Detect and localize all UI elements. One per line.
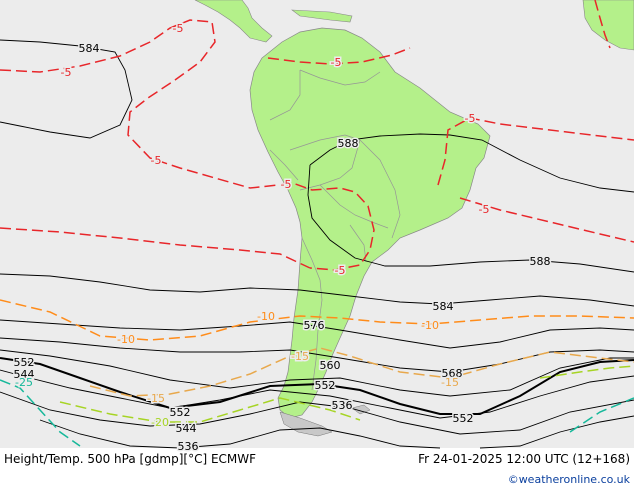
- height-label: 588: [530, 255, 551, 268]
- temp-label: -5: [151, 154, 162, 167]
- contour-labels: 5845885885845765685605525525525525445445…: [12, 21, 552, 455]
- height-label: 584: [433, 300, 454, 313]
- valid-time: Fr 24-01-2025 12:00 UTC (12+168): [418, 452, 630, 466]
- temp-label: -10: [257, 310, 275, 323]
- temp-label: -10: [117, 333, 135, 346]
- land-masses: [194, 0, 634, 437]
- temp-label: -25: [15, 376, 33, 389]
- footer: Height/Temp. 500 hPa [gdmp][°C] ECMWF Fr…: [0, 448, 634, 470]
- height-label: 552: [315, 379, 336, 392]
- central-america: [194, 0, 273, 43]
- height-label: 552: [14, 356, 35, 369]
- temp-label: -5: [331, 56, 342, 69]
- tierra-del-fuego: [279, 411, 333, 437]
- height-label: 552: [453, 412, 474, 425]
- contour-552-bold: [0, 357, 634, 415]
- height-contours: [0, 39, 634, 449]
- temp-label: -15: [147, 392, 165, 405]
- height-label: 576: [304, 319, 325, 332]
- height-label: 568: [442, 367, 463, 380]
- temp-label: -10: [421, 319, 439, 332]
- product-title: Height/Temp. 500 hPa [gdmp][°C] ECMWF: [4, 452, 257, 466]
- falkland-islands: [351, 404, 371, 415]
- height-label: 544: [14, 368, 35, 381]
- temp-label: -5: [479, 203, 490, 216]
- height-label: 544: [176, 422, 197, 435]
- temp-label: -15: [291, 350, 309, 363]
- south-america: [249, 27, 491, 419]
- height-label: 552: [170, 406, 191, 419]
- temp-label: -20: [151, 416, 169, 429]
- credit-link[interactable]: ©weatheronline.co.uk: [507, 473, 630, 486]
- height-label: 536: [332, 399, 353, 412]
- temp-label: -5: [173, 22, 184, 35]
- temp-label: -5: [465, 112, 476, 125]
- height-label: 560: [320, 359, 341, 372]
- height-label: 588: [338, 137, 359, 150]
- temp-label: -5: [281, 178, 292, 191]
- country-borders: [269, 69, 401, 391]
- caribbean-islands: [291, 9, 353, 23]
- temp-contours: [0, 0, 634, 447]
- height-label: 536: [178, 440, 199, 453]
- temp-label: -15: [441, 376, 459, 389]
- temp-label: -5: [335, 264, 346, 277]
- height-label: 584: [79, 42, 100, 55]
- africa-corner: [582, 0, 634, 51]
- temp-label: -5: [61, 66, 72, 79]
